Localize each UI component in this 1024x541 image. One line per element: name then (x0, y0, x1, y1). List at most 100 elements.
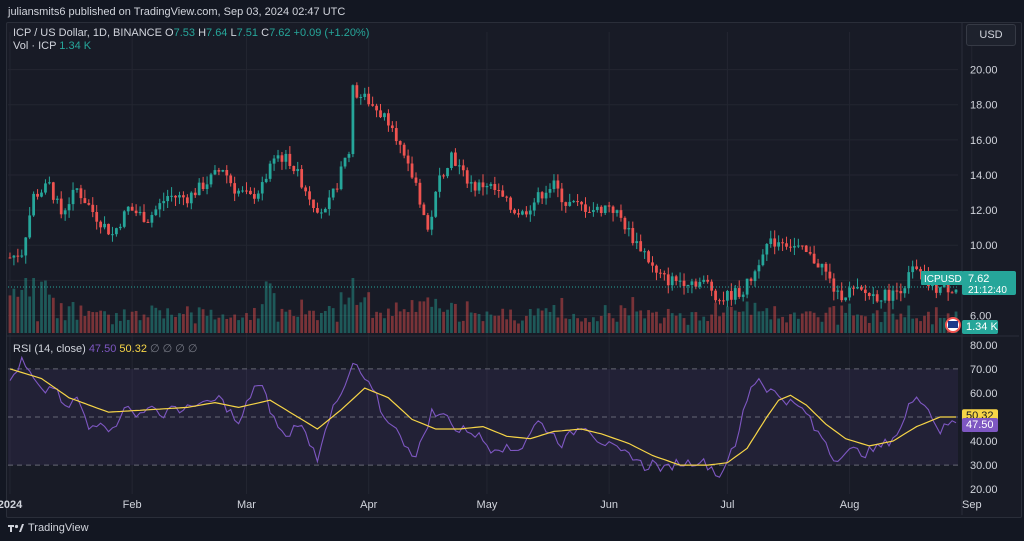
volume-bar (631, 297, 635, 333)
volume-bar (316, 320, 319, 333)
candle-body (753, 271, 757, 282)
volume-bar (363, 297, 367, 333)
candle-body (528, 210, 532, 215)
candle-body (40, 192, 43, 197)
candle-body (91, 204, 95, 213)
rsi-tick-label: 80.00 (970, 340, 998, 352)
currency-button[interactable]: USD (966, 24, 1016, 46)
close-label: C (261, 27, 270, 39)
candle-body (434, 191, 438, 217)
candle-body (162, 201, 166, 204)
rsi-label[interactable]: RSI (14, close) (13, 343, 86, 355)
candle-body (493, 184, 497, 191)
volume-bar (875, 310, 879, 333)
volume-bar (726, 306, 729, 333)
candle-body (761, 254, 765, 266)
volume-bar (178, 313, 181, 333)
candle-body (260, 182, 264, 194)
volume-bar (469, 312, 473, 333)
candle-body (505, 196, 509, 198)
candle-body (694, 281, 698, 287)
candle-body (450, 152, 453, 169)
candle-body (560, 188, 564, 203)
candle-body (765, 244, 769, 255)
volume-bar (781, 316, 784, 333)
candle-body (875, 294, 879, 302)
volume-bar (591, 317, 595, 333)
candle-body (662, 273, 666, 275)
symbol-title[interactable]: ICP / US Dollar, 1D, BINANCE (13, 27, 162, 39)
volume-bar (134, 310, 138, 333)
rsi-tick-label: 70.00 (970, 364, 998, 376)
candle-body (308, 191, 311, 200)
candle-body (643, 251, 646, 253)
volume-bar (895, 319, 899, 333)
candle-body (182, 195, 185, 198)
rsi-tick-label: 60.00 (970, 388, 998, 400)
candle-body (572, 201, 576, 203)
time-tick-label: Jun (600, 499, 618, 511)
candle-body (769, 238, 773, 245)
volume-bar (367, 292, 371, 333)
volume-bar (394, 302, 398, 333)
volume-bar (536, 308, 540, 333)
candle-body (351, 85, 355, 155)
tradingview-brand[interactable]: TradingView (8, 522, 89, 534)
candle-body (722, 300, 725, 302)
candle-body (564, 202, 568, 206)
candle-body (481, 182, 485, 188)
volume-bar (611, 318, 615, 333)
candle-body (946, 283, 950, 293)
candle-body (59, 198, 63, 215)
last-price-badge-bg (962, 271, 1016, 295)
volume-bar (627, 315, 631, 333)
candle-body (410, 163, 414, 178)
volume-bar (16, 296, 20, 333)
volume-bar (887, 303, 891, 333)
candle-body (185, 197, 189, 204)
volume-bar (268, 283, 272, 333)
volume-bar (584, 318, 587, 333)
candle-body (954, 289, 958, 293)
candle-body (363, 93, 367, 97)
volume-bar (607, 313, 611, 333)
candle-body (292, 165, 296, 172)
volume-bar (347, 297, 351, 333)
candle-body (710, 281, 714, 291)
volume-bar (528, 309, 532, 333)
volume-label[interactable]: Vol · ICP (13, 40, 57, 52)
volume-bar (398, 311, 402, 333)
candle-body (678, 280, 682, 282)
last-price-label: 7.62 (968, 273, 989, 285)
volume-bar (201, 309, 205, 333)
volume-bar (343, 304, 347, 333)
price-tick-label: 14.00 (970, 170, 998, 182)
candle-body (320, 212, 323, 214)
volume-bar (501, 308, 505, 333)
volume-bar (694, 312, 698, 333)
candle-body (158, 203, 162, 210)
volume-bar (48, 294, 51, 333)
candle-body (844, 297, 848, 301)
candle-body (599, 206, 603, 214)
volume-bar (789, 314, 792, 333)
candle-body (812, 253, 816, 264)
candle-body (225, 169, 229, 176)
volume-bar (450, 302, 453, 333)
candle-body (304, 187, 307, 192)
rsi-tick-label: 20.00 (970, 484, 998, 496)
volume-bar (79, 305, 83, 333)
candle-body (824, 263, 828, 272)
candle-body (544, 192, 548, 199)
price-tick-label: 12.00 (970, 205, 998, 217)
candle-body (316, 208, 319, 213)
volume-bar (426, 297, 430, 333)
volume-bar (115, 313, 118, 333)
candle-body (836, 290, 840, 292)
volume-bar (461, 320, 465, 333)
candle-body (174, 195, 177, 198)
volume-bar (867, 322, 871, 333)
volume-bar (351, 278, 355, 333)
rsi-value: 47.50 (88, 343, 117, 355)
